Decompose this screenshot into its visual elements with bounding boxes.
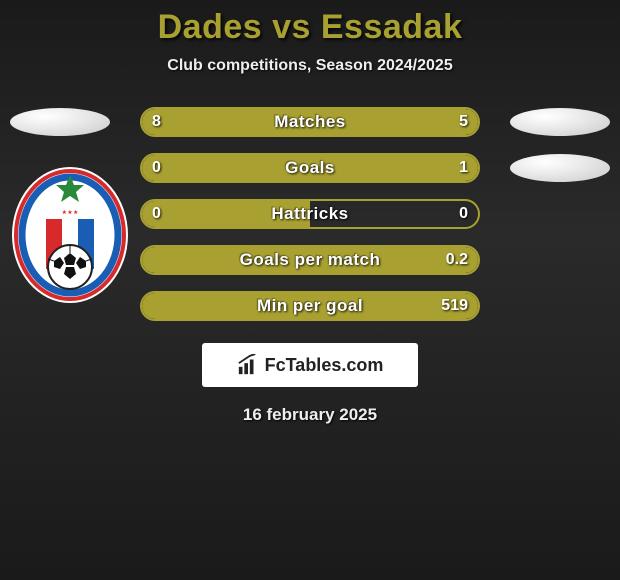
stat-bar-fill-right	[202, 155, 478, 181]
subtitle: Club competitions, Season 2024/2025	[0, 57, 620, 75]
stat-value-right: 0	[459, 205, 468, 223]
stat-value-right: 1	[459, 159, 468, 177]
stat-bar-track	[140, 199, 480, 229]
brand-text: FcTables.com	[265, 355, 384, 376]
stat-bar-fill-right	[142, 247, 478, 273]
svg-text:⋆⋆⋆: ⋆⋆⋆	[62, 207, 79, 217]
player-avatar-left	[10, 108, 110, 136]
player-avatar-right	[510, 108, 610, 136]
stat-bar-track	[140, 153, 480, 183]
stat-row: Matches85	[0, 99, 620, 145]
player-avatar-right	[510, 154, 610, 182]
stat-value-left: 8	[152, 113, 161, 131]
infographic-root: Dades vs Essadak Club competitions, Seas…	[0, 0, 620, 580]
club-crest: ⋆⋆⋆	[10, 165, 130, 305]
page-title: Dades vs Essadak	[0, 8, 620, 47]
stat-bar-fill-left	[142, 109, 347, 135]
footer-date: 16 february 2025	[0, 405, 620, 425]
stat-bar-track	[140, 107, 480, 137]
bar-chart-icon	[237, 354, 259, 376]
stat-value-right: 5	[459, 113, 468, 131]
stat-value-right: 0.2	[446, 251, 468, 269]
brand-badge: FcTables.com	[202, 343, 418, 387]
stat-value-right: 519	[441, 297, 468, 315]
stat-bar-track	[140, 245, 480, 275]
stat-bar-track	[140, 291, 480, 321]
stat-value-left: 0	[152, 159, 161, 177]
stat-bar-fill-right	[142, 293, 478, 319]
stat-value-left: 0	[152, 205, 161, 223]
stat-bar-fill-left	[142, 201, 310, 227]
